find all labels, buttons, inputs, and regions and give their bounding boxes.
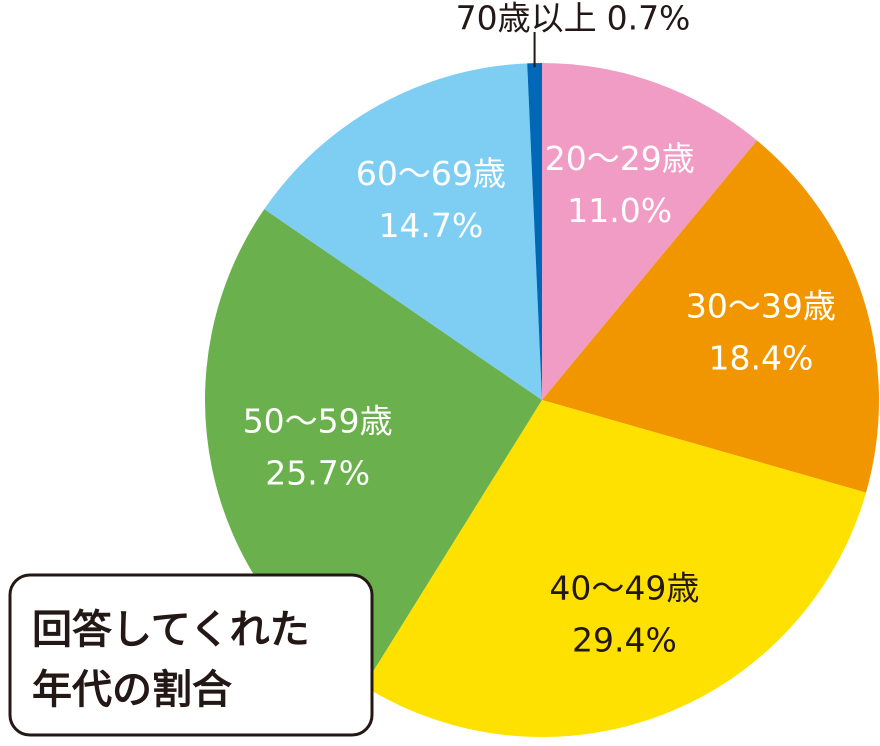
slice-value: 18.4% xyxy=(708,339,813,378)
slice-name: 20〜29歳 xyxy=(545,139,695,178)
pie-slice xyxy=(204,209,542,687)
slice-name: 60〜69歳 xyxy=(356,154,506,193)
title-box xyxy=(8,573,374,737)
pie-slice xyxy=(542,63,757,400)
pie xyxy=(204,63,879,737)
labels: 20〜29歳 11.0% 30〜39歳 18.4% 40〜49歳 29.4% 50〜59歳 2… xyxy=(243,0,836,659)
chart-title: 回答してくれた xyxy=(32,607,310,653)
chart-title: 年代の割合 xyxy=(32,667,232,713)
slice-value: 25.7% xyxy=(265,453,370,492)
slice-name: 50〜59歳 xyxy=(243,401,393,440)
slice-name: 30〜39歳 xyxy=(686,287,836,326)
pie-slice xyxy=(363,400,867,737)
slice-name: 70歳以上 xyxy=(456,0,597,38)
slice-value: 29.4% xyxy=(572,620,677,659)
slice-value: 11.0% xyxy=(567,191,672,230)
pie-slice xyxy=(542,140,879,493)
pie-slice xyxy=(527,63,542,400)
slice-name: 40〜49歳 xyxy=(549,568,699,607)
slice-value: 14.7% xyxy=(378,206,483,245)
pie-slice xyxy=(264,63,542,401)
slice-value: 0.7% xyxy=(607,0,691,38)
